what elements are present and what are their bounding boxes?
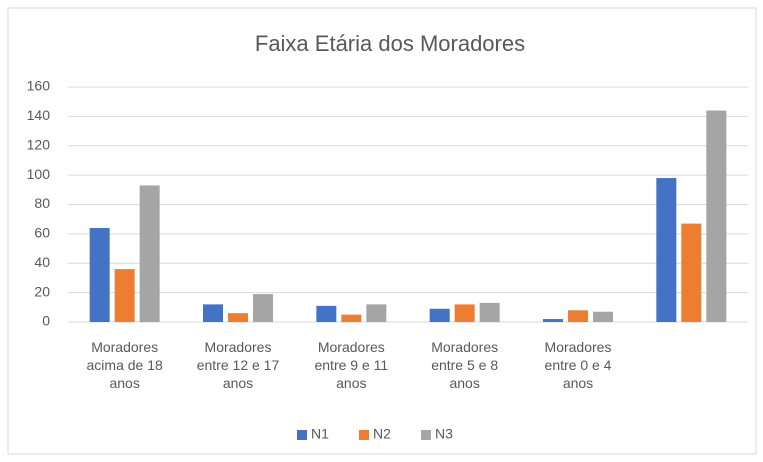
legend-label: N3: [435, 426, 453, 442]
x-tick-label: Moradores entre 5 e 8 anos: [431, 339, 499, 391]
x-tick-label: Moradores acima de 18 anos: [86, 339, 163, 391]
y-tick-label: 140: [27, 107, 51, 123]
bar: [316, 305, 337, 322]
bar: [114, 269, 135, 322]
y-tick-label: 0: [42, 313, 50, 329]
y-tick-label: 160: [27, 78, 51, 94]
bar: [454, 304, 475, 322]
bar: [341, 314, 362, 322]
bar: [593, 311, 613, 322]
bar: [228, 313, 248, 322]
y-tick-label: 40: [34, 254, 50, 270]
legend-label: N2: [373, 426, 391, 442]
y-tick-label: 60: [34, 225, 50, 241]
y-tick-label: 120: [27, 136, 51, 152]
legend-label: N1: [311, 426, 329, 442]
bar: [89, 228, 110, 322]
bar: [429, 308, 450, 322]
y-tick-label: 20: [34, 283, 50, 299]
bar: [543, 319, 563, 322]
x-tick-label: Moradores entre 12 e 17 anos: [196, 339, 280, 391]
bar: [366, 304, 387, 322]
y-tick-label: 100: [27, 166, 51, 182]
chart-title: Faixa Etária dos Moradores: [255, 31, 525, 56]
legend-swatch: [297, 430, 307, 440]
bar: [479, 302, 500, 322]
chart-border: [7, 7, 757, 455]
x-tick-label: Moradores entre 9 e 11 anos: [314, 339, 389, 391]
bar: [656, 178, 677, 322]
bar: [139, 185, 160, 322]
legend-swatch: [359, 430, 369, 440]
bar: [568, 310, 588, 322]
bar: [706, 110, 727, 322]
bar: [253, 294, 273, 322]
bar: [203, 304, 223, 322]
y-tick-label: 80: [34, 195, 50, 211]
x-tick-label: Moradores entre 0 e 4 anos: [544, 339, 612, 391]
legend-swatch: [421, 430, 431, 440]
bar: [681, 223, 702, 322]
